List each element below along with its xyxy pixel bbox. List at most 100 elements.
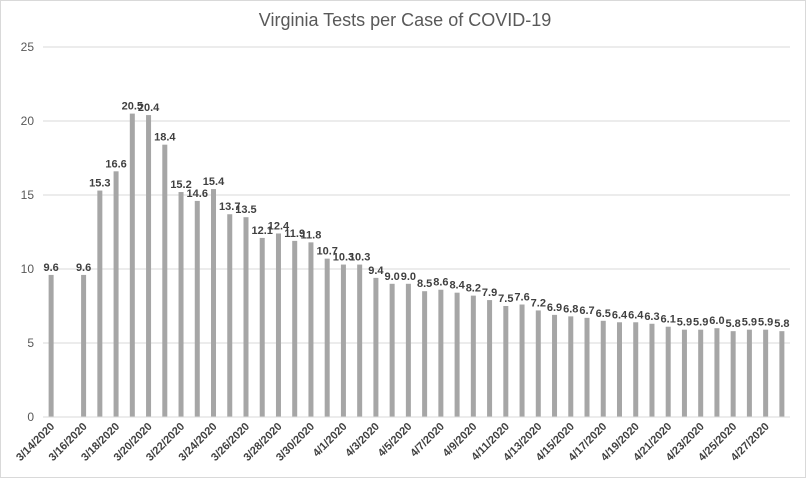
bar-4/15/2020 [568,316,574,417]
bar-3/28/2020 [275,233,281,417]
data-label: 20.5 [122,101,143,113]
data-label: 18.4 [154,132,176,144]
data-label: 15.2 [170,179,191,191]
bar-3/27/2020 [259,237,265,417]
data-label: 7.6 [514,292,529,304]
bar-4/26/2020 [746,329,752,417]
data-label: 6.1 [661,314,676,326]
bar-4/23/2020 [698,329,704,417]
bar-4/18/2020 [616,322,622,417]
x-tick-label: 4/3/2020 [343,421,382,460]
bar-4/1/2020 [340,264,346,417]
bar-4/6/2020 [422,291,428,417]
bar-4/5/2020 [405,283,411,417]
data-label: 6.8 [563,303,578,315]
data-label: 6.7 [579,305,594,317]
data-label: 5.9 [677,317,692,329]
data-labels: 9.6 9.6 15.3 16.6 20.520.4 18.4 15.214.615.4 13… [43,101,789,331]
data-label: 10.3 [333,252,354,264]
data-label: 6.9 [547,302,562,314]
bar-4/27/2020 [763,329,769,417]
data-label: 7.2 [531,297,546,309]
data-label: 5.8 [774,318,789,330]
data-label: 9.4 [368,265,384,277]
data-label: 6.3 [644,311,659,323]
bar-4/28/2020 [779,331,785,417]
data-label: 6.4 [612,309,628,321]
chart-title: Virginia Tests per Case of COVID-19 [259,10,551,30]
bar-4/3/2020 [373,277,379,417]
data-label: 11.9 [284,228,305,240]
bar-4/9/2020 [470,295,476,417]
data-label: 7.5 [498,293,513,305]
data-label: 9.0 [401,271,416,283]
data-label: 8.6 [433,277,448,289]
data-label: 15.4 [203,176,225,188]
bar-3/30/2020 [308,242,314,417]
data-label: 6.4 [628,309,644,321]
x-tick-label: 4/7/2020 [408,421,447,460]
bar-4/12/2020 [519,304,525,417]
data-label: 12.1 [252,225,273,237]
data-label: 12.4 [268,220,290,232]
y-tick-label: 0 [27,410,34,424]
bar-4/4/2020 [389,283,395,417]
data-label: 6.0 [709,315,724,327]
bar-3/31/2020 [324,258,330,417]
bar-3/29/2020 [292,240,298,417]
bar-3/24/2020 [211,189,217,417]
bar-4/22/2020 [681,329,687,417]
data-label: 8.2 [466,283,481,295]
y-tick-label: 25 [21,40,35,54]
bar-4/8/2020 [454,292,460,417]
data-label: 5.9 [742,317,757,329]
data-label: 9.6 [76,262,91,274]
data-label: 11.8 [301,229,322,241]
bar-3/26/2020 [243,217,249,417]
bar-3/16/2020 [81,274,87,417]
bar-3/21/2020 [162,144,168,417]
data-label: 14.6 [187,188,208,200]
data-label: 10.7 [316,246,337,258]
bar-3/25/2020 [227,214,233,417]
bar-3/14/2020 [48,274,54,417]
bar-3/17/2020 [97,190,103,417]
data-label: 5.8 [726,318,741,330]
bar-3/18/2020 [113,171,119,417]
data-label: 9.0 [384,271,399,283]
bar-4/17/2020 [600,320,606,417]
bar-3/23/2020 [194,200,200,417]
bar-4/7/2020 [438,289,444,417]
data-label: 20.4 [138,102,160,114]
data-label: 8.5 [417,278,432,290]
bar-4/2/2020 [357,264,363,417]
bar-4/10/2020 [487,300,493,417]
x-tick-label: 4/1/2020 [311,421,350,460]
data-label: 16.6 [105,158,126,170]
y-tick-label: 5 [27,336,34,350]
data-label: 13.7 [219,201,240,213]
x-axis: 3/14/20203/16/20203/18/20203/20/20203/22… [14,416,790,464]
data-label: 7.9 [482,287,497,299]
data-label: 10.3 [349,252,370,264]
data-label: 5.9 [693,317,708,329]
bar-4/16/2020 [584,317,590,417]
data-label: 5.9 [758,317,773,329]
bar-4/24/2020 [714,328,720,417]
bar-4/25/2020 [730,331,736,417]
bar-4/14/2020 [552,314,558,417]
bar-4/13/2020 [535,310,541,417]
bars [48,113,785,417]
bar-4/20/2020 [649,323,655,417]
data-label: 15.3 [89,178,110,190]
data-label: 9.6 [43,262,58,274]
bar-4/11/2020 [503,306,509,417]
data-label: 6.5 [596,308,611,320]
y-tick-label: 20 [21,114,35,128]
y-axis: 0 5 10 15 20 25 [21,40,35,424]
y-tick-label: 10 [21,262,35,276]
bar-3/22/2020 [178,192,184,417]
y-tick-label: 15 [21,188,35,202]
